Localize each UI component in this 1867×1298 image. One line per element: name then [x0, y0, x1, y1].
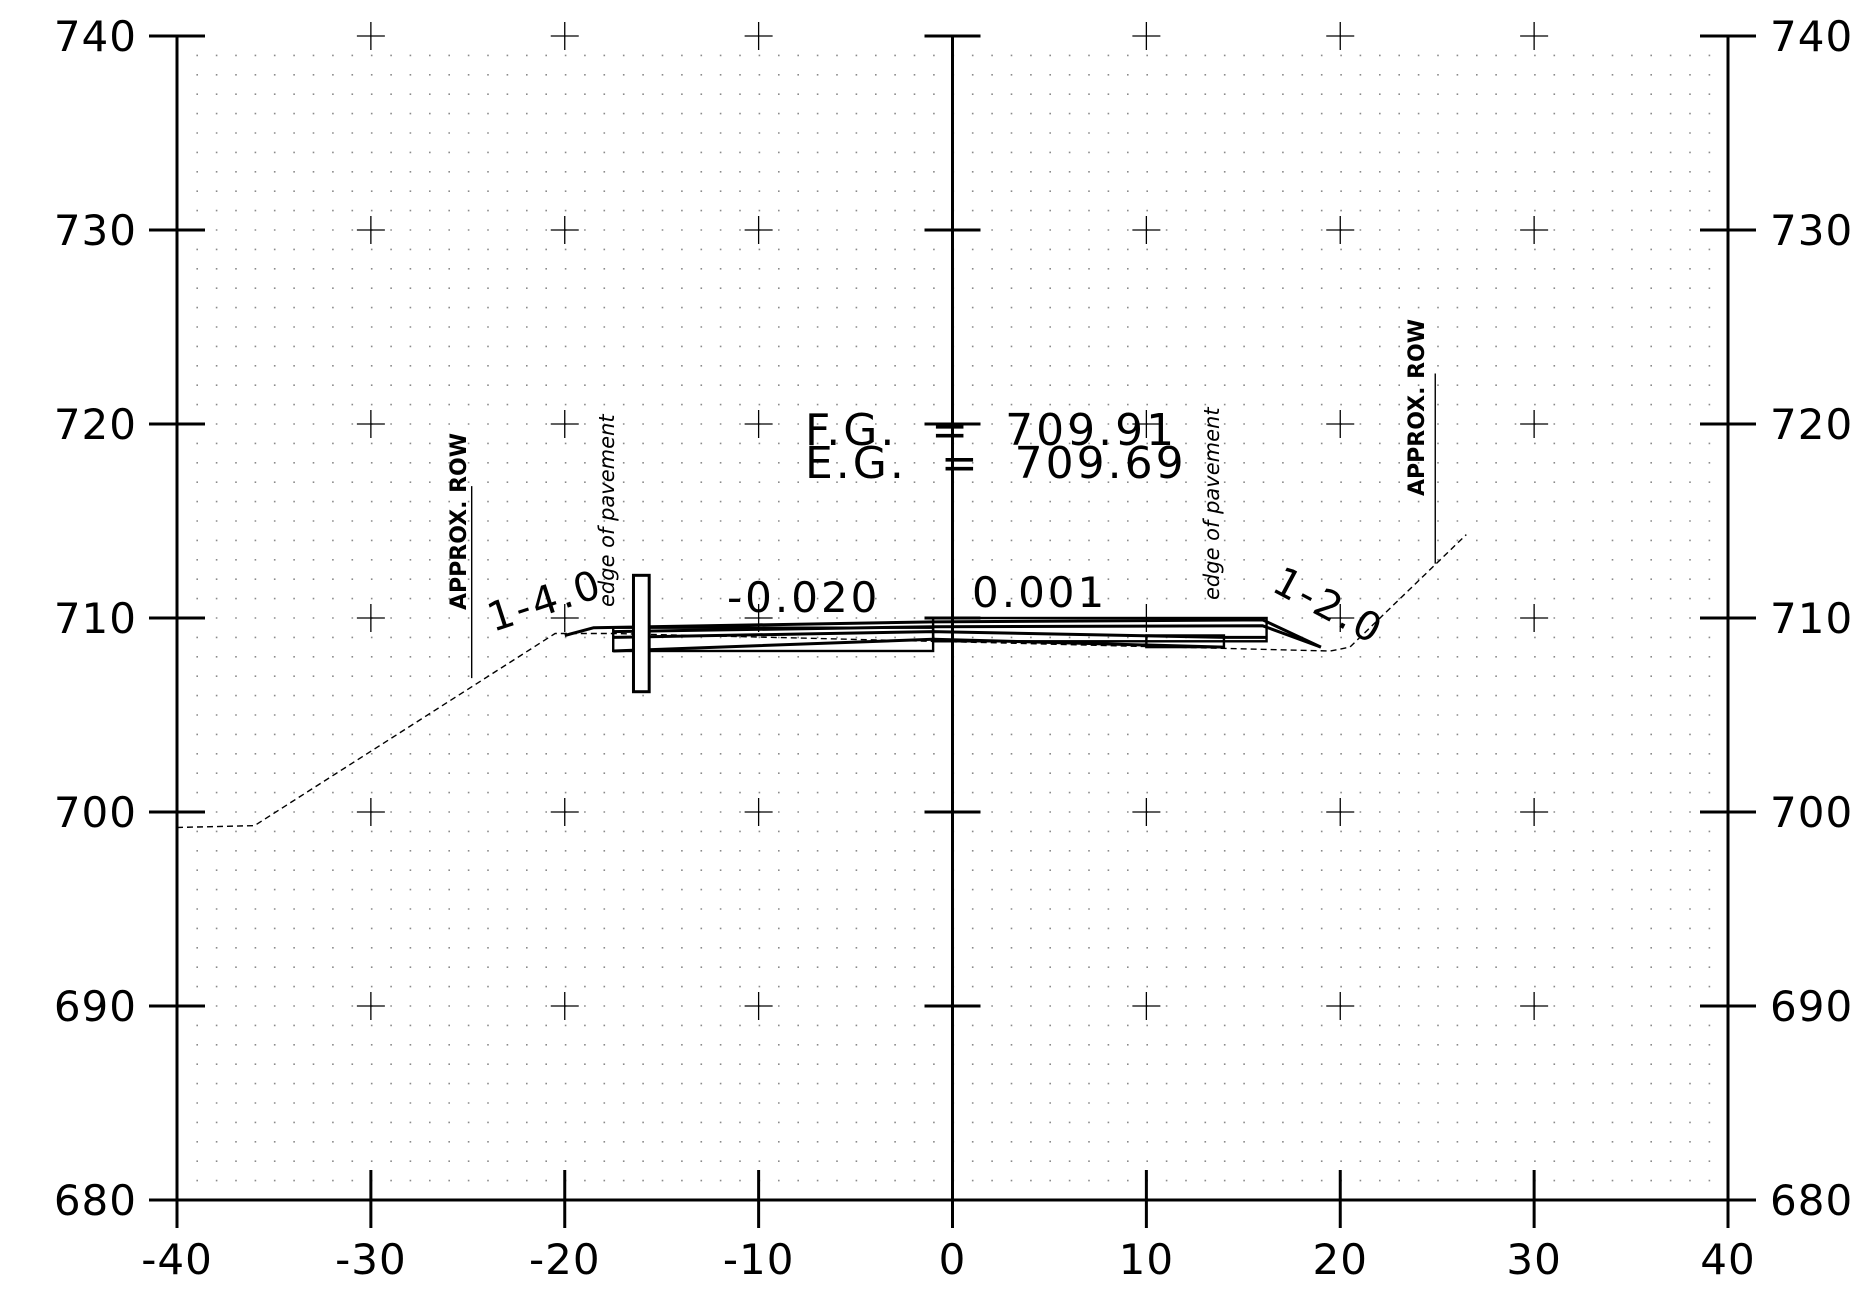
y-tick-label-left: 740 [54, 12, 137, 61]
x-tick-label: -10 [723, 1235, 795, 1284]
grid-cross [550, 604, 579, 632]
y-tick-label-right: 730 [1770, 206, 1853, 255]
grid-cross [1326, 22, 1355, 50]
grid-cross [1520, 604, 1549, 632]
y-tick-label-left: 710 [54, 594, 137, 643]
y-tick-label-left: 690 [54, 982, 137, 1031]
pavement-layer-line [564, 618, 1322, 649]
grid-cross [356, 216, 385, 244]
row-left-label: APPROX. ROW [447, 433, 472, 610]
y-tick-label-right: 710 [1770, 594, 1853, 643]
pavement-layer-line [613, 624, 1322, 649]
y-tick-label-left: 680 [54, 1176, 137, 1225]
grid-cross [1520, 410, 1549, 438]
x-tick-label: 40 [1700, 1235, 1755, 1284]
grid-cross [1520, 22, 1549, 50]
grid-crosses [356, 22, 1549, 1020]
grid-cross [744, 992, 773, 1020]
grid-cross [744, 216, 773, 244]
axis-ticks [149, 34, 1756, 1228]
grid-cross [1132, 798, 1161, 826]
y-tick-label-right: 700 [1770, 788, 1853, 837]
y-tick-label-left: 700 [54, 788, 137, 837]
slope-right-label: 1-2.0 [1265, 558, 1391, 654]
grid-cross [550, 410, 579, 438]
pavement-layer-box [931, 616, 1268, 643]
grid-cross [1326, 604, 1355, 632]
grid-cross [1520, 798, 1549, 826]
grid-cross [744, 798, 773, 826]
y-tick-label-right: 690 [1770, 982, 1853, 1031]
grid-cross [356, 22, 385, 50]
grid-cross [1520, 216, 1549, 244]
grid-cross [1132, 22, 1161, 50]
pavement-layer-line [613, 630, 1267, 639]
grid-cross [1326, 410, 1355, 438]
grid-cross [550, 216, 579, 244]
x-tick-label: -30 [335, 1235, 407, 1284]
grid-cross [550, 992, 579, 1020]
grid-dots [196, 54, 1711, 1182]
grid-cross [1326, 216, 1355, 244]
y-tick-label-left: 720 [54, 400, 137, 449]
grid-cross [550, 22, 579, 50]
x-tick-label: -20 [529, 1235, 601, 1284]
grid-cross [1132, 992, 1161, 1020]
edge-of-pavement-right-label: edge of pavement [1200, 407, 1224, 600]
pavement-section [564, 573, 1322, 694]
fg-elevation-label: F.G. = 709.91 [805, 405, 1177, 456]
row-right-label: APPROX. ROW [1405, 319, 1430, 496]
grid-cross [744, 410, 773, 438]
y-tick-label-right: 740 [1770, 12, 1853, 61]
grid-cross [1132, 410, 1161, 438]
curb [631, 573, 651, 694]
grid-cross [1326, 798, 1355, 826]
grid-cross [1520, 992, 1549, 1020]
grid-cross [550, 798, 579, 826]
x-tick-label: 10 [1119, 1235, 1174, 1284]
grid-cross [1326, 992, 1355, 1020]
cross-slope-left-label: -0.020 [727, 573, 880, 622]
x-tick-label: -40 [141, 1235, 213, 1284]
y-tick-label-right: 680 [1770, 1176, 1853, 1225]
x-tick-label: 0 [939, 1235, 967, 1284]
grid-cross [356, 992, 385, 1020]
eg-elevation-label: E.G. = 709.69 [805, 438, 1187, 489]
cross-slope-right-label: 0.001 [972, 568, 1107, 617]
grid-cross [744, 22, 773, 50]
pavement-layer-box [1145, 634, 1226, 649]
grid-cross [1132, 216, 1161, 244]
y-tick-label-right: 720 [1770, 400, 1853, 449]
x-tick-label: 20 [1313, 1235, 1368, 1284]
grid-cross [356, 798, 385, 826]
dot-grid [196, 54, 1711, 1182]
y-tick-label-left: 730 [54, 206, 137, 255]
edge-of-pavement-left-label: edge of pavement [595, 414, 619, 607]
x-tick-label: 30 [1506, 1235, 1561, 1284]
grid-cross [356, 604, 385, 632]
annotations: F.G. = 709.91 E.G. = 709.69 APPROX. ROW … [447, 319, 1430, 654]
grid-cross [356, 410, 385, 438]
axis-tick-labels: 680 680 690 690 700 700 710 710 720 720 730 730 740 7… [54, 12, 1853, 1284]
